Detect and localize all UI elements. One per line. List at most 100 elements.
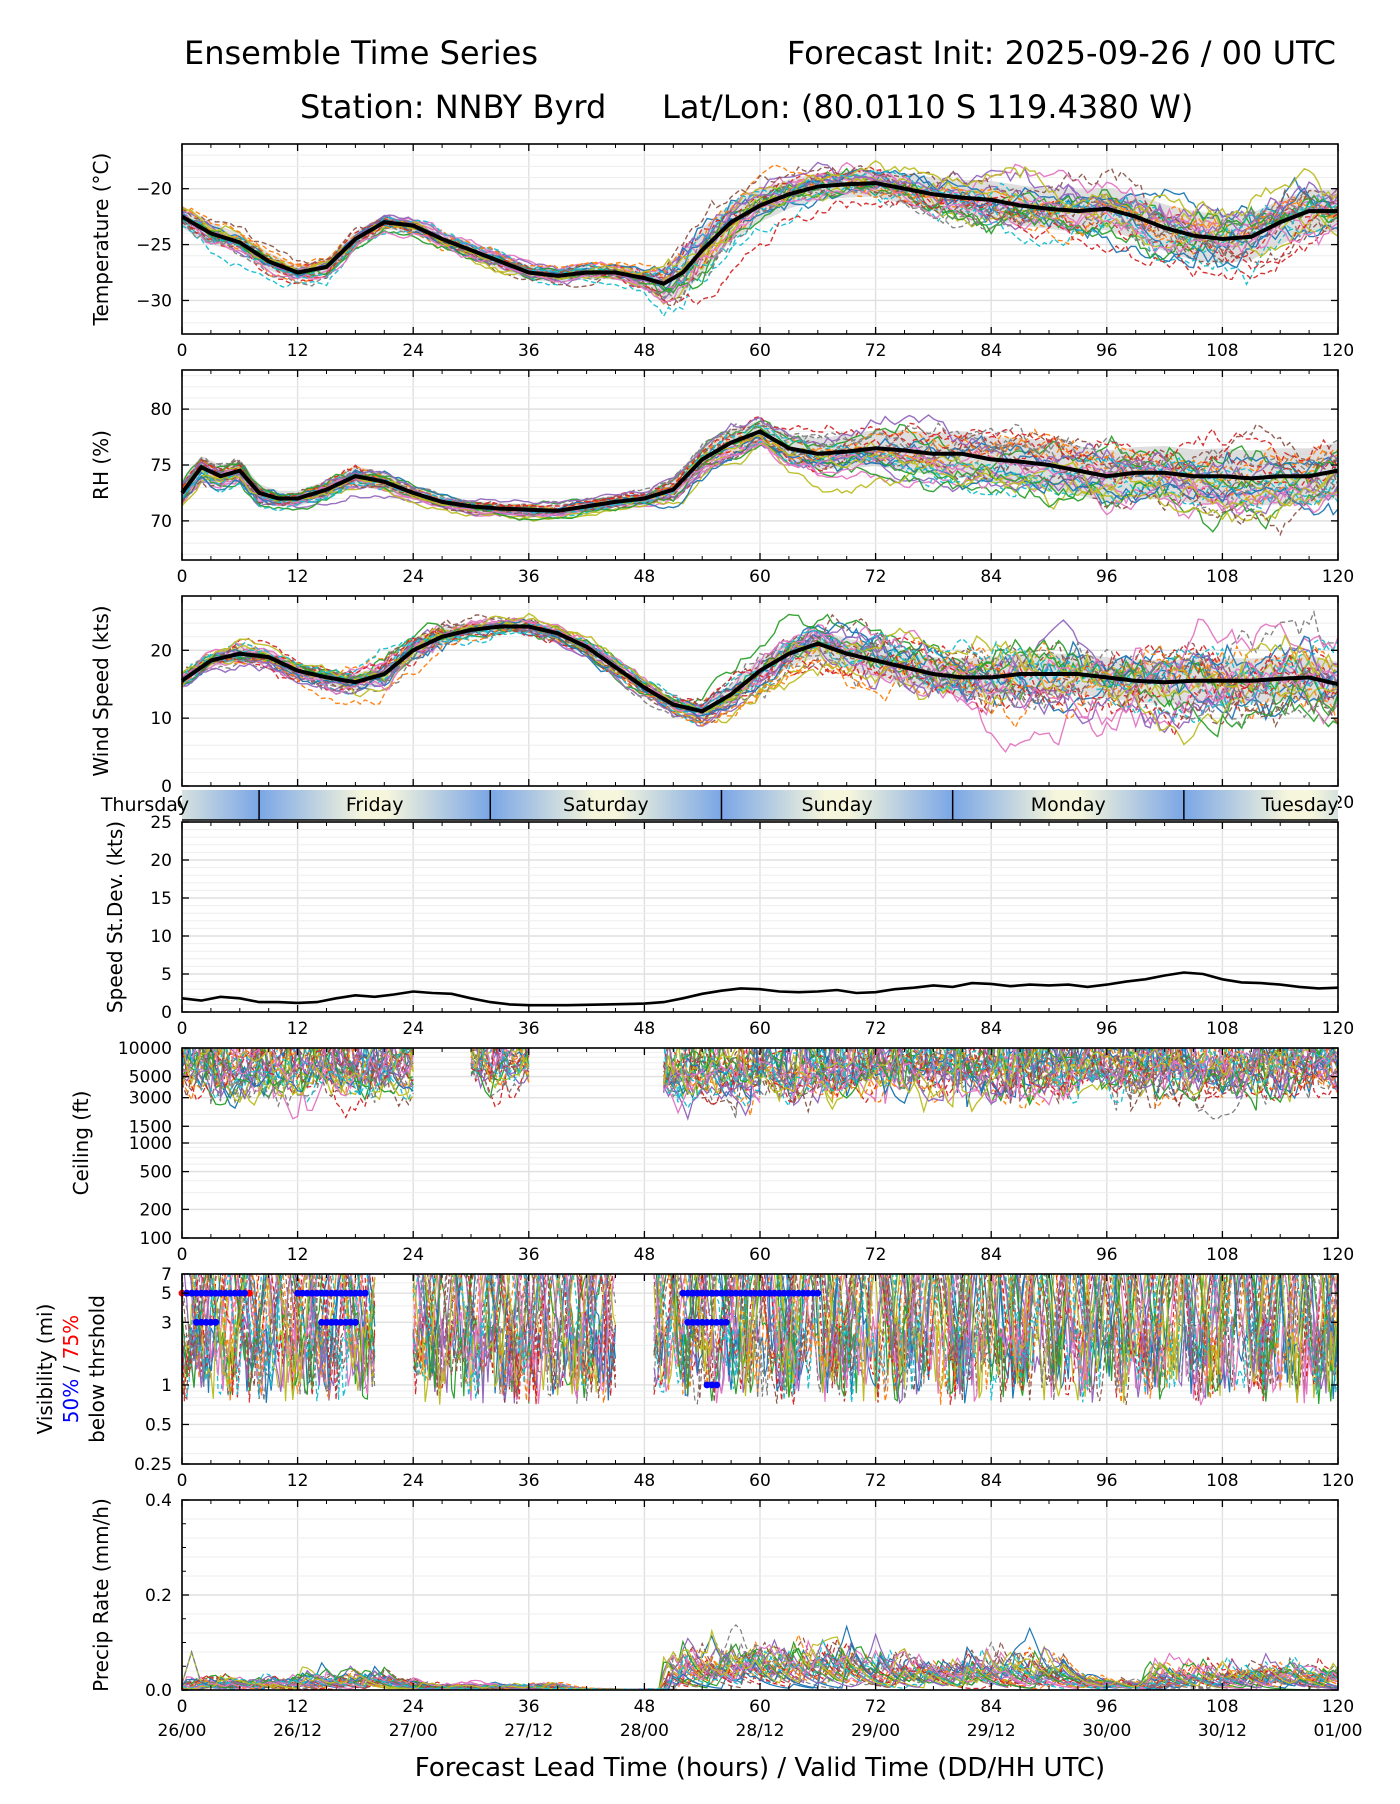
ceiling-member-line xyxy=(759,1048,1338,1120)
ensemble-member-line xyxy=(181,176,1339,284)
x-tick-label: 36 xyxy=(518,1245,540,1265)
x-tick-label: 72 xyxy=(865,341,887,361)
ceiling-member-line xyxy=(182,1048,414,1097)
ceiling-member-line xyxy=(477,1048,529,1056)
visibility-member-line xyxy=(530,1274,607,1393)
x-tick-label: 60 xyxy=(749,1471,771,1491)
ensemble-member-line xyxy=(181,424,1339,516)
ceiling-member-line xyxy=(490,1048,530,1067)
day-band xyxy=(952,790,1184,820)
day-band xyxy=(182,790,260,820)
day-band xyxy=(490,790,722,820)
ceiling-member-line xyxy=(663,1048,761,1115)
x-tick-label: 84 xyxy=(980,1245,1002,1265)
title-left: Ensemble Time Series xyxy=(184,34,538,72)
threshold-marker-p50 xyxy=(804,1289,812,1297)
x-tick-label: 96 xyxy=(1096,567,1118,587)
threshold-marker-p50 xyxy=(693,1318,701,1326)
y-tick-label: 5 xyxy=(161,965,172,985)
visibility-ylabel: Visibility (mi) xyxy=(33,1304,57,1435)
threshold-marker-p50 xyxy=(356,1289,364,1297)
y-tick-label: 20 xyxy=(150,641,172,661)
ceiling-member-line xyxy=(182,1048,412,1098)
visibility-member-line xyxy=(439,1274,530,1395)
visibility-member-line xyxy=(412,1274,503,1404)
y-tick-label: 0 xyxy=(161,1003,172,1023)
precip-member-line xyxy=(181,1648,1339,1691)
ceiling-member-line xyxy=(182,1048,414,1105)
x-tick-label: 60 xyxy=(749,1019,771,1039)
threshold-marker-p50 xyxy=(785,1289,793,1297)
threshold-marker-p50 xyxy=(708,1318,716,1326)
x-tick-label: 84 xyxy=(980,1471,1002,1491)
p75-label: 75% xyxy=(59,1315,83,1359)
visibility-member-line xyxy=(653,1274,1338,1401)
day-label-tuesday: Tuesday xyxy=(1260,794,1338,816)
threshold-marker-p50 xyxy=(294,1289,301,1297)
visibility-member-line xyxy=(654,1274,1338,1404)
visibility-member-line xyxy=(657,1274,1338,1405)
threshold-marker-p50 xyxy=(207,1318,215,1326)
x-tick-label: 48 xyxy=(634,341,656,361)
threshold-marker-p50 xyxy=(352,1318,359,1326)
threshold-marker-p50 xyxy=(323,1318,330,1326)
precip-ylabel: Precip Rate (mm/h) xyxy=(89,1498,113,1692)
threshold-marker-p50 xyxy=(718,1318,725,1326)
x-tick-label: 84 xyxy=(980,1019,1002,1039)
ceiling-member-line xyxy=(663,1048,761,1086)
threshold-marker-p50 xyxy=(231,1289,239,1297)
ensemble-member-line xyxy=(181,179,1339,307)
threshold-marker-p50 xyxy=(217,1289,224,1297)
day-strip: Thursday Friday Saturday Sunday Monday Tuesda… xyxy=(100,790,1339,821)
ensemble-member-line xyxy=(181,418,1339,509)
threshold-marker-p50 xyxy=(703,1381,711,1389)
y-tick-label: 15 xyxy=(150,889,172,909)
x-tick-label: 72 xyxy=(865,1471,887,1491)
threshold-marker-p50 xyxy=(718,1289,725,1297)
ceiling-member-line xyxy=(759,1048,1338,1111)
threshold-marker-p50 xyxy=(207,1289,215,1297)
x-tick-label: 12 xyxy=(287,567,309,587)
threshold-marker-p50 xyxy=(713,1381,721,1389)
day-label-thursday: Thursday xyxy=(100,794,189,816)
visibility-member-line xyxy=(198,1274,376,1395)
x-tick-label: 84 xyxy=(980,341,1002,361)
x-tick-label: 0 xyxy=(177,1245,188,1265)
visibility-member-line xyxy=(182,1274,376,1402)
x-tick-label: 60 xyxy=(749,1245,771,1265)
ceiling-ylabel: Ceiling (ft) xyxy=(69,1091,93,1196)
y-tick-label: 3 xyxy=(161,1313,172,1333)
y-tick-label: 80 xyxy=(150,400,172,420)
y-tick-label: 1000 xyxy=(129,1134,172,1154)
temperature-ylabel: Temperature (°C) xyxy=(89,153,113,327)
ceiling-member-line xyxy=(759,1048,1338,1102)
visibility-member-line xyxy=(528,1274,617,1405)
threshold-marker-p50 xyxy=(713,1318,721,1326)
x-tick-label: 72 xyxy=(865,1019,887,1039)
threshold-marker-p50 xyxy=(323,1289,330,1297)
day-band xyxy=(1183,790,1338,820)
threshold-marker-p50 xyxy=(795,1289,802,1297)
ensemble-member-line xyxy=(181,629,1339,723)
x-tick-label: 72 xyxy=(865,1697,887,1717)
visibility-member-line xyxy=(653,1274,1330,1395)
x-tick-label: 36 xyxy=(518,341,540,361)
windspeed-ylabel: Wind Speed (kts) xyxy=(89,605,113,776)
ceiling-member-line xyxy=(182,1048,414,1119)
visibility-member-line xyxy=(535,1274,617,1390)
precip-axes xyxy=(181,1499,1339,1691)
precip-member-line xyxy=(181,1637,1339,1691)
x-tick-label: 120 xyxy=(1322,1245,1354,1265)
threshold-marker-p50 xyxy=(775,1289,783,1297)
threshold-marker-p50 xyxy=(318,1289,326,1297)
threshold-marker-p50 xyxy=(766,1289,774,1297)
y-tick-label: −30 xyxy=(136,291,172,311)
station-label: Station: NNBY Byrd xyxy=(300,88,606,126)
ensemble-member-line xyxy=(181,624,1339,728)
threshold-marker-p50 xyxy=(737,1289,745,1297)
visibility-member-line xyxy=(193,1274,376,1396)
x-tick-label: 48 xyxy=(634,1245,656,1265)
y-tick-label: 70 xyxy=(150,512,172,532)
x-date-label: 29/00 xyxy=(851,1721,900,1741)
